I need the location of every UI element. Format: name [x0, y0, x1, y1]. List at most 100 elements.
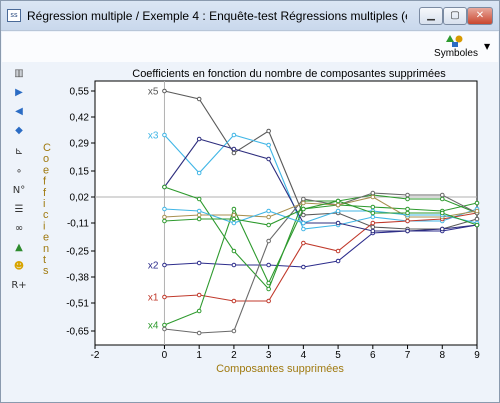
- data-point: [196, 196, 202, 202]
- diamond-icon[interactable]: ◆: [15, 125, 23, 136]
- series-line-x3: [164, 134, 478, 230]
- numbering-icon[interactable]: N°: [12, 185, 26, 196]
- data-point: [162, 218, 167, 224]
- x-axis-label: Composantes supprimées: [216, 363, 344, 375]
- data-point: [266, 298, 271, 304]
- chart-icon[interactable]: ▥: [14, 68, 24, 79]
- data-point: [196, 292, 202, 298]
- symbols-icon: [446, 35, 463, 47]
- previous-icon[interactable]: ◀: [15, 106, 23, 117]
- data-point: [266, 208, 271, 214]
- data-point: [405, 218, 410, 224]
- data-point: [231, 150, 237, 156]
- series-label-x5: x5: [148, 87, 159, 98]
- data-point: [162, 262, 167, 268]
- series-line-x1: [164, 212, 478, 302]
- data-point: [231, 132, 237, 138]
- shapes-icon[interactable]: ▲: [15, 242, 23, 253]
- top-toolbar: Symboles ▼: [2, 32, 498, 62]
- data-point: [301, 264, 306, 270]
- data-point: [231, 328, 237, 334]
- x-tick-label: 0: [162, 350, 168, 361]
- close-icon: ✕: [475, 10, 485, 21]
- dropdown-arrow-icon[interactable]: ▼: [484, 42, 491, 51]
- series-line-s6: [164, 186, 478, 291]
- data-point: [266, 128, 271, 134]
- data-point: [266, 280, 271, 286]
- y-tick-label: -0,11: [67, 219, 89, 230]
- data-point: [162, 88, 167, 94]
- x-tick-label: 1: [196, 350, 202, 361]
- data-point: [370, 190, 376, 196]
- data-point: [266, 142, 271, 148]
- data-point: [439, 192, 445, 198]
- minimize-button[interactable]: ▁: [419, 7, 443, 25]
- close-button[interactable]: ✕: [467, 7, 493, 25]
- app-icon: ss: [7, 9, 21, 22]
- data-point: [266, 262, 271, 268]
- y-tick-label: 0,15: [70, 167, 90, 178]
- y-tick-label: -0,51: [66, 299, 89, 310]
- data-point: [162, 322, 167, 328]
- series-line-x2: [164, 224, 478, 268]
- x-tick-label: 2: [231, 350, 237, 361]
- data-point: [301, 240, 306, 246]
- next-icon[interactable]: ▶: [15, 87, 23, 98]
- infinity-icon[interactable]: ∞: [14, 223, 24, 234]
- data-point: [162, 294, 167, 300]
- data-point: [266, 156, 271, 162]
- data-point: [474, 216, 480, 222]
- x-tick-label: 4: [301, 350, 307, 361]
- symbols-button[interactable]: Symboles ▼: [432, 34, 496, 61]
- data-point: [370, 220, 376, 226]
- data-point: [196, 260, 202, 266]
- window-title: Régression multiple / Exemple 4 : Enquêt…: [27, 9, 407, 23]
- data-point: [439, 196, 445, 202]
- data-point: [231, 220, 237, 226]
- series-line-s8: [164, 196, 478, 218]
- data-point: [231, 206, 237, 212]
- symbols-label: Symboles: [434, 48, 478, 59]
- maximize-icon: ▢: [450, 10, 460, 21]
- smiley-icon[interactable]: ☻: [13, 261, 25, 272]
- data-point: [335, 202, 341, 208]
- data-point: [162, 184, 167, 190]
- data-point: [405, 228, 410, 234]
- series-line-s7: [164, 192, 478, 334]
- maximize-button[interactable]: ▢: [443, 7, 467, 25]
- data-point: [370, 228, 376, 234]
- data-point: [474, 222, 480, 228]
- rplus-icon[interactable]: R+: [11, 280, 27, 291]
- data-point: [335, 198, 341, 204]
- data-point: [231, 212, 237, 218]
- data-point: [405, 192, 410, 198]
- axes-icon[interactable]: ⊾: [14, 146, 24, 157]
- y-tick-label: 0,29: [70, 139, 90, 150]
- data-point: [266, 286, 271, 292]
- data-point: [231, 146, 237, 152]
- data-point: [370, 224, 376, 230]
- data-point: [196, 212, 202, 218]
- y-tick-label: -0,25: [66, 247, 89, 258]
- data-point: [266, 238, 271, 244]
- x-tick-label: -2: [91, 350, 100, 361]
- series-line-s5: [164, 138, 478, 232]
- data-point: [370, 214, 376, 220]
- data-point: [196, 330, 202, 336]
- data-point: [301, 200, 306, 206]
- data-point: [231, 248, 237, 254]
- data-point: [231, 262, 237, 268]
- data-point: [196, 208, 202, 214]
- point-icon[interactable]: ∘: [15, 166, 23, 177]
- title-bar[interactable]: ss Régression multiple / Exemple 4 : Enq…: [1, 1, 499, 31]
- data-point: [405, 206, 410, 212]
- data-point: [231, 298, 237, 304]
- x-tick-label: 3: [266, 350, 272, 361]
- data-point: [301, 212, 306, 218]
- data-point: [370, 210, 376, 216]
- lines-icon[interactable]: ☰: [14, 204, 24, 215]
- data-point: [301, 206, 306, 212]
